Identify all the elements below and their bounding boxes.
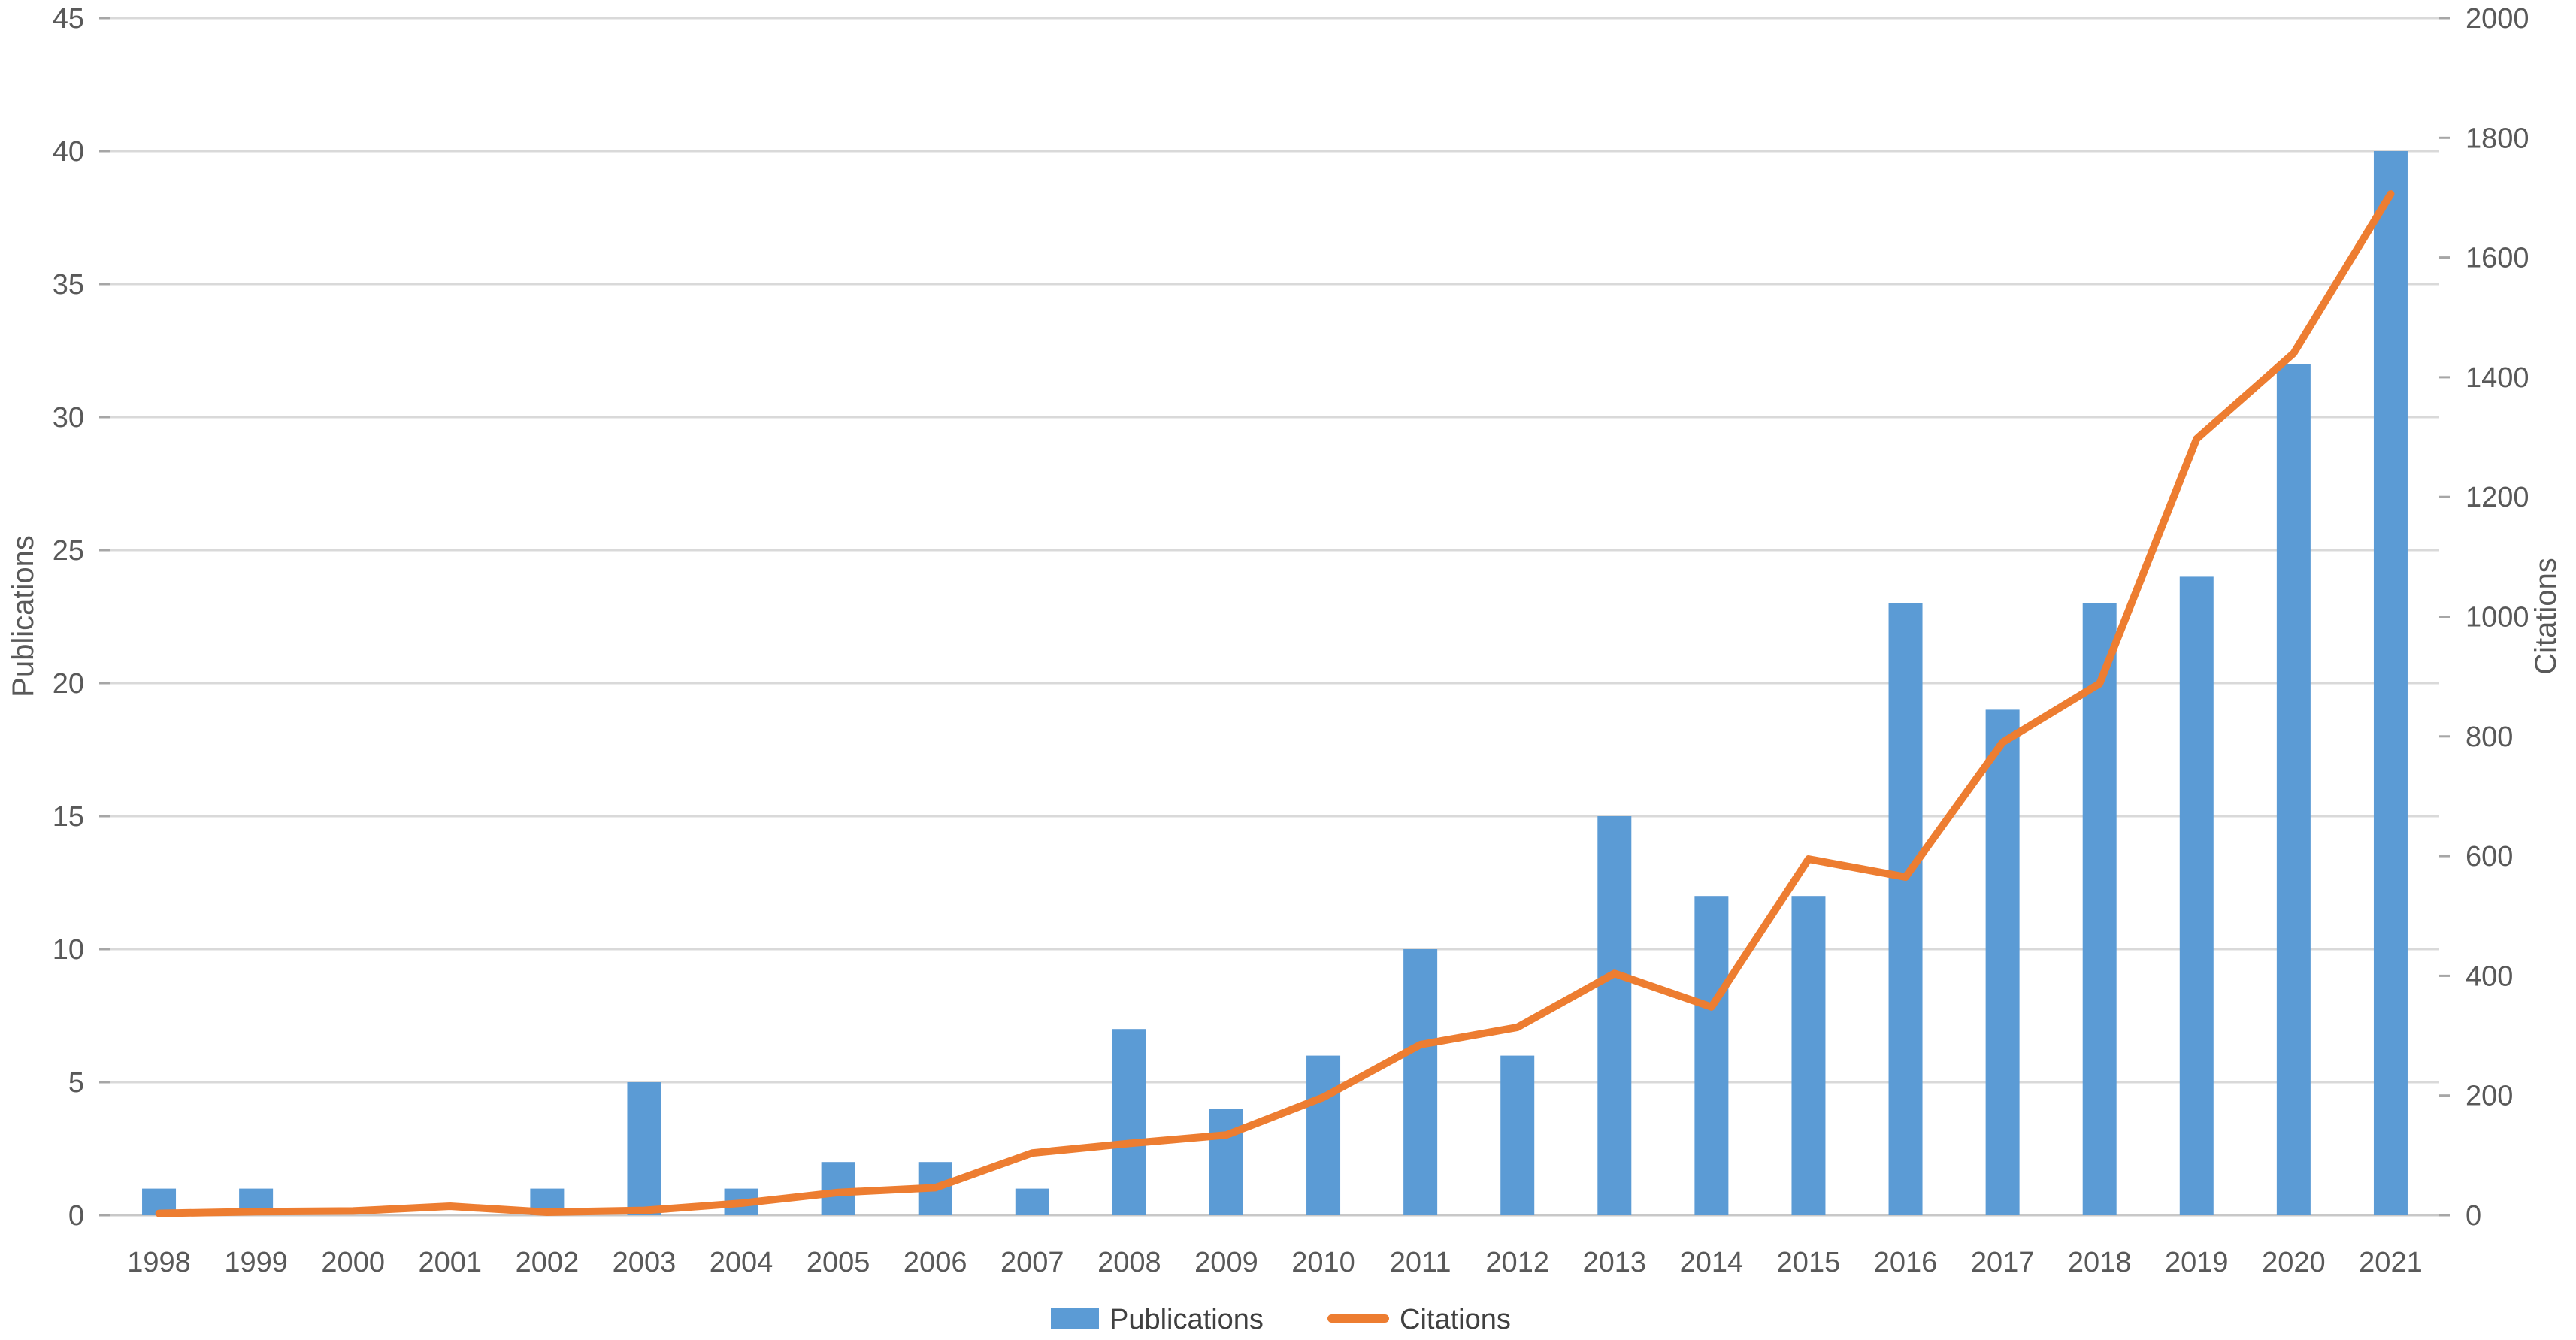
x-axis-label-2001: 2001: [419, 1247, 483, 1278]
right-axis-title: Citations: [2529, 558, 2562, 675]
x-axis-label-2017: 2017: [1971, 1247, 2035, 1278]
legend-publications-swatch: [1051, 1308, 1099, 1329]
bar-2007: [1015, 1188, 1049, 1215]
right-axis-tick-1000: 1000: [2466, 602, 2529, 634]
axis-tick-marks: [99, 17, 2450, 1217]
left-axis-tick-labels: 0 5 10 15 20 25 30 35 40 45: [53, 3, 84, 1232]
x-axis-label-2012: 2012: [1485, 1247, 1549, 1278]
legend-publications-label: Publications: [1109, 1304, 1264, 1335]
x-axis-label-2002: 2002: [516, 1247, 580, 1278]
x-axis-year-labels: 1998 1999 2000 2001 2002 2003 2004 2005 2006 2007…: [127, 1247, 2422, 1278]
bar-2019: [2179, 576, 2214, 1215]
legend-citations-label: Citations: [1400, 1304, 1511, 1335]
right-axis-tick-800: 800: [2466, 721, 2513, 753]
x-axis-label-2015: 2015: [1777, 1247, 1841, 1278]
x-axis-label-2016: 2016: [1874, 1247, 1938, 1278]
x-axis-label-1998: 1998: [127, 1247, 191, 1278]
right-axis-tick-1200: 1200: [2466, 482, 2529, 513]
bar-2012: [1500, 1055, 1535, 1215]
x-axis-label-2020: 2020: [2262, 1247, 2326, 1278]
bar-2013: [1597, 816, 1632, 1215]
citations-line: [155, 190, 2395, 1217]
left-axis-tick-20: 20: [53, 668, 84, 700]
bar-2015: [1791, 896, 1826, 1215]
legend: Publications Citations: [1051, 1304, 1511, 1335]
citations-line-series: [155, 190, 2395, 1217]
bar-2020: [2276, 364, 2311, 1216]
left-axis-tick-35: 35: [53, 269, 84, 301]
left-axis-title: Publications: [7, 535, 40, 697]
legend-citations-swatch: [1327, 1314, 1389, 1323]
right-axis-tick-2000: 2000: [2466, 3, 2529, 35]
right-axis-tick-400: 400: [2466, 960, 2513, 992]
bar-2010: [1306, 1055, 1341, 1215]
left-axis-tick-5: 5: [68, 1067, 84, 1099]
bar-2009: [1209, 1109, 1243, 1215]
x-axis-label-2010: 2010: [1291, 1247, 1355, 1278]
bar-2008: [1112, 1029, 1146, 1215]
left-axis-tick-25: 25: [53, 535, 84, 567]
publications-bar-series: [142, 151, 2408, 1216]
x-axis-label-2000: 2000: [321, 1247, 385, 1278]
x-axis-label-2007: 2007: [1000, 1247, 1064, 1278]
bar-2003: [627, 1082, 661, 1215]
right-axis-tick-200: 200: [2466, 1081, 2513, 1112]
x-axis-label-2011: 2011: [1390, 1247, 1451, 1278]
bar-2011: [1403, 949, 1438, 1215]
right-axis-tick-1600: 1600: [2466, 243, 2529, 274]
bar-2018: [2082, 603, 2117, 1215]
left-axis-tick-0: 0: [68, 1200, 84, 1232]
bar-2014: [1694, 896, 1729, 1215]
x-axis-label-2005: 2005: [807, 1247, 870, 1278]
right-axis-tick-600: 600: [2466, 841, 2513, 873]
right-axis-tick-0: 0: [2466, 1200, 2481, 1232]
x-axis-label-2018: 2018: [2068, 1247, 2132, 1278]
left-axis-tick-45: 45: [53, 3, 84, 35]
x-axis-label-2013: 2013: [1583, 1247, 1647, 1278]
x-axis-label-2008: 2008: [1097, 1247, 1161, 1278]
x-axis-label-2003: 2003: [613, 1247, 677, 1278]
gridlines: [110, 17, 2439, 1217]
right-axis-tick-1800: 1800: [2466, 123, 2529, 154]
bar-2016: [1888, 603, 1923, 1215]
bar-2021: [2373, 151, 2408, 1215]
x-axis-label-2021: 2021: [2359, 1247, 2423, 1278]
left-axis-tick-30: 30: [53, 402, 84, 434]
left-axis-tick-15: 15: [53, 801, 84, 833]
x-axis-label-2019: 2019: [2165, 1247, 2229, 1278]
left-axis-tick-10: 10: [53, 934, 84, 966]
left-axis-tick-40: 40: [53, 136, 84, 168]
x-axis-label-2009: 2009: [1194, 1247, 1258, 1278]
bar-2017: [1985, 709, 2020, 1215]
right-axis-tick-1400: 1400: [2466, 362, 2529, 394]
x-axis-label-2004: 2004: [710, 1247, 773, 1278]
x-axis-label-2014: 2014: [1680, 1247, 1744, 1278]
x-axis-label-2006: 2006: [904, 1247, 967, 1278]
right-axis-tick-labels: 0 200 400 600 800 1000 1200 1400 1600 1800 2000: [2466, 3, 2529, 1232]
x-axis-label-1999: 1999: [224, 1247, 288, 1278]
